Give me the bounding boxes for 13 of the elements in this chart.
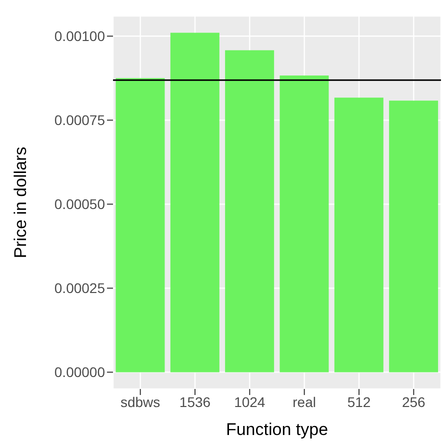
x-axis-title: Function type bbox=[226, 420, 328, 439]
x-tick-label: 512 bbox=[347, 394, 371, 410]
x-tick-label: 1024 bbox=[234, 394, 266, 410]
y-tick-label: 0.00050 bbox=[54, 196, 106, 212]
y-tick-label: 0.00100 bbox=[54, 28, 106, 44]
x-tick-label: 1536 bbox=[179, 394, 211, 410]
x-tick-label: sdbws bbox=[120, 394, 160, 410]
y-axis-title: Price in dollars bbox=[11, 146, 30, 258]
x-tick-label: 256 bbox=[402, 394, 426, 410]
y-tick-label: 0.00000 bbox=[54, 364, 106, 380]
x-tick-label: real bbox=[292, 394, 316, 410]
y-tick-label: 0.00025 bbox=[54, 280, 106, 296]
y-tick-label: 0.00075 bbox=[54, 112, 106, 128]
